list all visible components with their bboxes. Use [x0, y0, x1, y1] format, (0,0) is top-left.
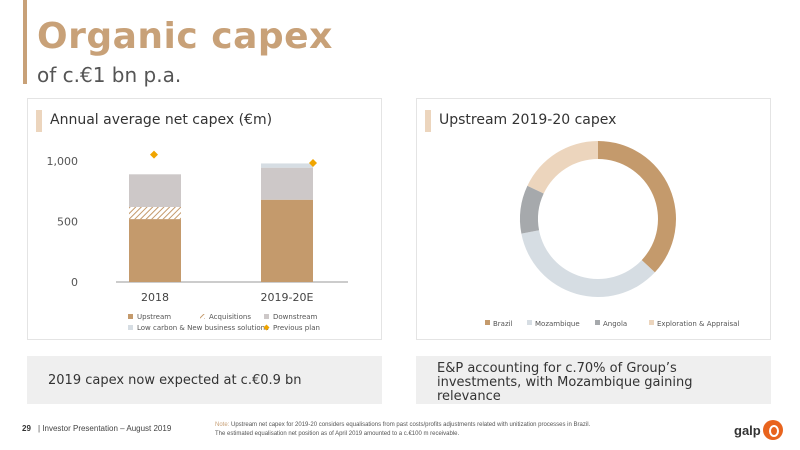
legend-swatch — [485, 320, 490, 325]
legend-swatch — [128, 314, 133, 319]
legend-label: Previous plan — [273, 324, 320, 332]
bar-segment-upstream — [261, 199, 313, 282]
legend-label: Angola — [603, 320, 627, 328]
footnote-line-1: Upstream net capex for 2019-20 considers… — [231, 422, 591, 428]
x-tick-label: 2019-20E — [261, 291, 314, 304]
logo-text: galp — [734, 423, 761, 438]
donut-chart-title: Upstream 2019-20 capex — [439, 112, 617, 128]
footnote-line-2: The estimated equalisation net position … — [215, 431, 460, 437]
upstream-donut-panel: Upstream 2019-20 capex Brazil Mozambique A… — [416, 98, 771, 340]
donut-slice-exploration-appraisal — [527, 141, 598, 194]
previous-plan-marker — [309, 159, 317, 168]
legend-label: Mozambique — [535, 320, 580, 328]
presentation-label: | Investor Presentation – August 2019 — [38, 424, 172, 433]
legend-label: Downstream — [273, 313, 318, 321]
panel-accent-bar — [36, 110, 42, 132]
footnote: Note: Upstream net capex for 2019-20 con… — [215, 421, 695, 439]
galp-logo: galp — [734, 420, 784, 442]
ep-accounting-box: E&P accounting for c.70% of Group’s inve… — [416, 356, 771, 404]
bar-segment-downstream — [129, 174, 181, 207]
donut-slice-brazil — [598, 141, 676, 273]
capex-bar-panel: Annual average net capex (€m) 0 500 1,000 2… — [27, 98, 382, 340]
bar-chart: 0 500 1,000 2018 2019-20E Upstream Acquisition… — [47, 150, 348, 332]
donut-slice-mozambique — [521, 230, 655, 297]
donut-chart: Brazil Mozambique Angola Exploration & Appr… — [485, 141, 739, 328]
page-subtitle: of c.€1 bn p.a. — [37, 63, 182, 87]
legend-swatch-previous-plan — [263, 324, 270, 331]
legend-label: Exploration & Appraisal — [657, 320, 739, 328]
y-tick-label: 500 — [57, 216, 78, 229]
bar-segment-downstream — [261, 167, 313, 200]
x-tick-label: 2018 — [141, 291, 169, 304]
bar-segment-low-carbon-new-business-solutions — [261, 163, 313, 168]
legend-swatch — [595, 320, 600, 325]
page-number: 29 — [22, 424, 31, 433]
page-title: Organic capex — [37, 16, 333, 57]
legend-swatch — [128, 325, 133, 330]
capex-expectation-text: 2019 capex now expected at c.€0.9 bn — [48, 373, 302, 388]
bar-segment-upstream — [129, 219, 181, 282]
legend-label: Brazil — [493, 320, 513, 328]
bar-segment-acquisitions — [129, 206, 181, 220]
y-tick-label: 0 — [71, 276, 78, 289]
galp-logo-icon — [763, 420, 783, 440]
legend-swatch — [649, 320, 654, 325]
legend-label: Low carbon & New business solutions — [137, 324, 269, 332]
legend-swatch — [264, 314, 269, 319]
legend-swatch — [200, 314, 205, 319]
legend-label: Upstream — [137, 313, 171, 321]
previous-plan-marker — [150, 150, 158, 159]
legend-label: Acquisitions — [209, 313, 251, 321]
title-accent-bar — [23, 0, 27, 84]
donut-slice-angola — [520, 185, 544, 234]
panel-accent-bar — [425, 110, 431, 132]
ep-accounting-text: E&P accounting for c.70% of Group’s inve… — [437, 361, 693, 404]
footnote-label: Note: — [215, 422, 230, 428]
legend-swatch — [527, 320, 532, 325]
y-tick-label: 1,000 — [47, 155, 79, 168]
bar-chart-title: Annual average net capex (€m) — [50, 112, 273, 128]
capex-expectation-box: 2019 capex now expected at c.€0.9 bn — [27, 356, 382, 404]
